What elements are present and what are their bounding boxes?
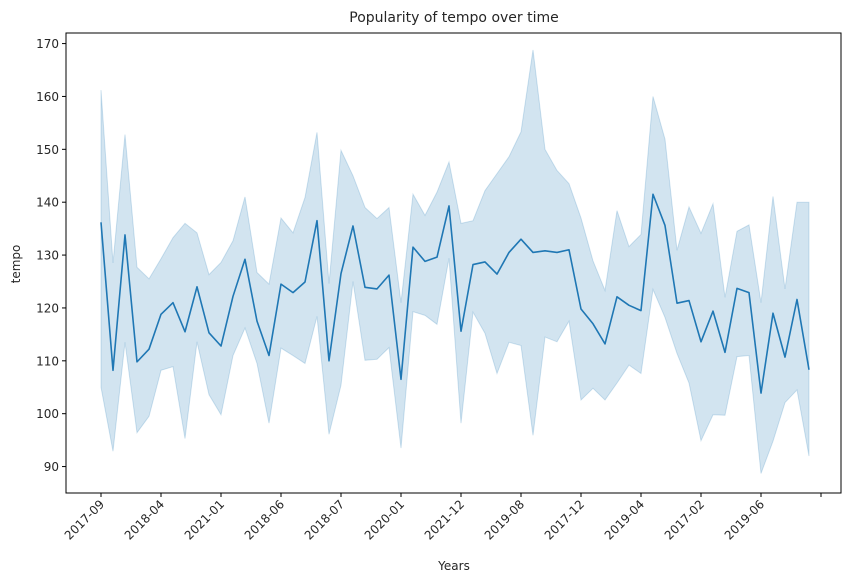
- x-tick-label: 2018-07: [302, 497, 347, 542]
- x-tick-label: 2018-06: [242, 497, 287, 542]
- x-axis: 2017-09 2018-04 2021-01 2018-06 2018-07 2020-…: [62, 493, 822, 543]
- y-tick-label: 90: [44, 460, 59, 474]
- y-tick-label: 130: [36, 249, 59, 263]
- x-tick-label: 2020-01: [362, 497, 407, 542]
- plot-area: [100, 49, 810, 474]
- y-axis-label: tempo: [9, 245, 23, 284]
- x-tick-label: 2021-12: [422, 497, 467, 542]
- chart-title: Popularity of tempo over time: [349, 10, 559, 26]
- y-tick-label: 120: [36, 301, 59, 315]
- x-tick-label: 2019-06: [722, 497, 767, 542]
- x-tick-label: 2018-04: [122, 497, 167, 542]
- x-tick-label: 2017-09: [62, 497, 107, 542]
- plot-frame: [65, 32, 842, 494]
- series-line: [100, 193, 810, 394]
- y-tick-label: 170: [36, 37, 59, 51]
- x-axis-label: Years: [437, 559, 470, 573]
- y-tick-label: 150: [36, 143, 59, 157]
- y-axis: 90 100 110 120 130 140 150 160 170: [36, 37, 66, 474]
- x-tick-label: 2021-01: [182, 497, 227, 542]
- x-tick-label: 2019-08: [482, 497, 527, 542]
- x-tick-label: 2017-12: [542, 497, 587, 542]
- y-tick-label: 100: [36, 407, 59, 421]
- y-tick-label: 140: [36, 196, 59, 210]
- y-tick-label: 110: [36, 354, 59, 368]
- x-tick-label: 2017-02: [662, 497, 707, 542]
- x-tick-label: 2019-04: [602, 497, 647, 542]
- y-tick-label: 160: [36, 90, 59, 104]
